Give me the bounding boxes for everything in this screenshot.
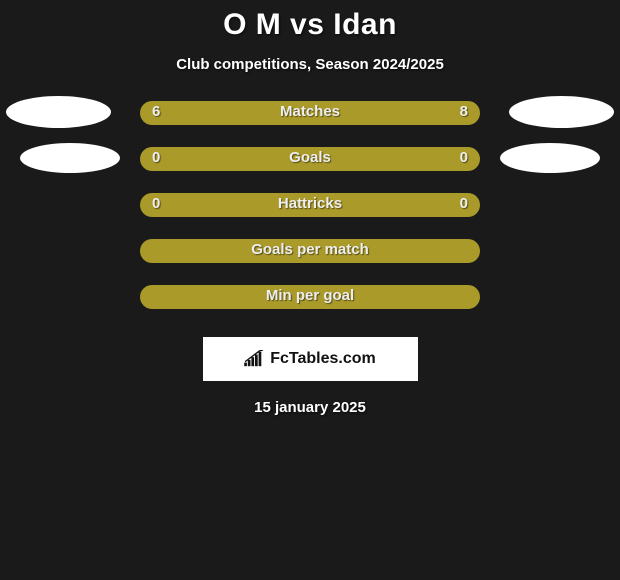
date-text: 15 january 2025 bbox=[254, 399, 366, 416]
stat-bar: Goals per match bbox=[140, 239, 480, 263]
player1-avatar bbox=[6, 96, 111, 128]
stat-label: Hattricks bbox=[140, 195, 480, 212]
page-title: O M vs Idan bbox=[223, 8, 397, 42]
stat-row: 00Hattricks bbox=[0, 193, 620, 217]
bar-chart-icon bbox=[244, 350, 266, 368]
brand-badge: FcTables.com bbox=[203, 337, 418, 381]
stat-row: 00Goals bbox=[0, 147, 620, 171]
stat-bar: 00Hattricks bbox=[140, 193, 480, 217]
player2-avatar bbox=[509, 96, 614, 128]
stat-label: Goals bbox=[140, 149, 480, 166]
stat-row: Min per goal bbox=[0, 285, 620, 309]
stat-bar: 00Goals bbox=[140, 147, 480, 171]
stat-row: 68Matches bbox=[0, 101, 620, 125]
stat-label: Min per goal bbox=[140, 287, 480, 304]
player1-avatar bbox=[20, 143, 120, 173]
stat-label: Matches bbox=[140, 103, 480, 120]
stat-row: Goals per match bbox=[0, 239, 620, 263]
stat-label: Goals per match bbox=[140, 241, 480, 258]
stats-rows: 68Matches 00Goals 00Hattricks Goals per mat… bbox=[0, 101, 620, 309]
player2-avatar bbox=[500, 143, 600, 173]
stat-bar: Min per goal bbox=[140, 285, 480, 309]
page-subtitle: Club competitions, Season 2024/2025 bbox=[176, 56, 444, 73]
brand-text: FcTables.com bbox=[270, 350, 376, 368]
stat-bar: 68Matches bbox=[140, 101, 480, 125]
